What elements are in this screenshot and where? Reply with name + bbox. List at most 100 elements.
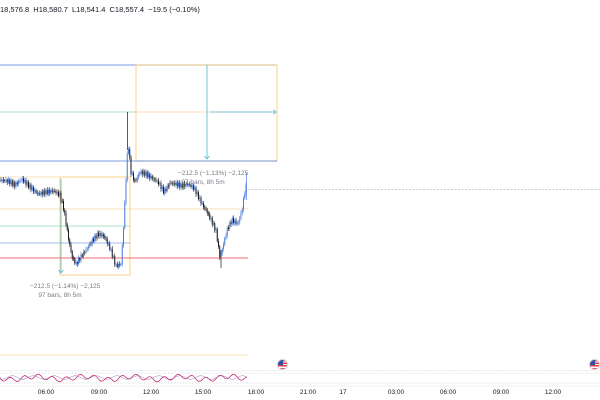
candle-body [218,241,219,247]
candle-body [240,212,242,219]
candle-body [116,264,118,267]
candle-body [83,251,84,257]
time-label: 12:00 [544,389,562,396]
us-flag-icon[interactable] [277,359,288,370]
candle-body [236,222,238,224]
candle-body [66,224,68,230]
candle-body [196,192,198,195]
candle-body [163,186,164,194]
candle-body [20,180,22,182]
candle-body [143,171,144,175]
candle-body [164,188,166,194]
measure-left-change: −212.5 (−1.14%) −2,125 [30,283,101,290]
candle-body [46,189,48,194]
candle-body [168,185,169,187]
candle-body [178,182,179,187]
candle-body [176,182,178,187]
candle-body [118,263,119,267]
time-label: 21:00 [299,389,317,396]
candle-body [88,246,89,249]
candle-body [110,248,112,250]
candle-body [241,209,243,213]
candle-body [51,190,53,192]
candle-body [115,264,117,265]
candle-body [201,203,203,205]
candle-body [224,237,226,245]
candle-body [61,200,63,202]
candle-body [119,263,121,266]
candle-body [184,183,186,187]
candle-body [31,187,33,190]
candle-body [43,190,44,195]
candle-body [3,179,4,181]
us-flag-icon[interactable] [589,359,600,370]
candle-body [49,189,51,194]
candle-body [63,201,64,211]
candle-body [48,189,49,194]
candle-body [195,187,197,195]
candle-body [158,180,159,185]
candle-body [75,262,77,264]
candle-body [140,171,142,174]
candle-body [189,184,191,186]
candle-body [245,184,247,194]
candle-body [5,179,7,182]
candle-body [8,179,9,183]
candle-body [39,193,41,195]
candle-body [188,184,189,186]
candle-body [200,197,202,204]
candle-body [106,239,108,244]
candle-body [149,173,151,179]
candle-body [74,258,76,264]
candle-body [238,222,239,224]
candle-body [111,248,113,257]
candle-body [210,218,212,220]
candle-body [53,190,54,192]
candle-body [156,180,158,182]
candle-body [121,245,123,264]
candle-body [186,183,188,185]
candle-body [36,192,38,194]
candle-body [126,153,128,180]
candle-body [138,174,139,178]
candle-body [135,180,137,181]
candle-body [123,228,124,246]
candle-body [150,175,152,179]
candle-body [114,256,116,265]
candle-body [64,210,66,213]
time-label: 15:00 [194,389,212,396]
candle-body [180,183,182,188]
candle-body [124,202,126,229]
candle-body [81,254,83,257]
candle-body [209,213,211,220]
candle-body [34,190,36,192]
candle-body [208,213,209,215]
candle-body [239,218,241,223]
candle-body [60,192,62,201]
candle-body [65,212,67,225]
measure-right-bars: 97 bars, 8h 5m [181,179,225,186]
indicator-signal-line [0,375,248,380]
candle-body [1,179,3,182]
candle-body [185,183,187,187]
candle-body [35,190,37,193]
candle-body [183,183,184,188]
candle-body [148,173,149,178]
candle-body [204,207,206,209]
candle-body [223,244,224,249]
candle-body [194,187,196,190]
candle-body [24,180,26,182]
candle-body [28,182,29,188]
ohlc-legend: 18,576.8 H18,580.7 L18,541.4 C18,557.4 −… [0,5,202,14]
candle-body [94,235,96,242]
measure-right-change: −212.5 (−1.13%) −2,125 [178,170,249,177]
time-label: 17 [339,389,347,396]
time-label: 09:00 [90,389,108,396]
candle-body [179,182,181,188]
candle-body [169,182,171,187]
candle-body [40,191,42,195]
measure-arrow-left-head [58,269,64,274]
candle-body [139,173,141,175]
time-label: 06:00 [439,389,457,396]
